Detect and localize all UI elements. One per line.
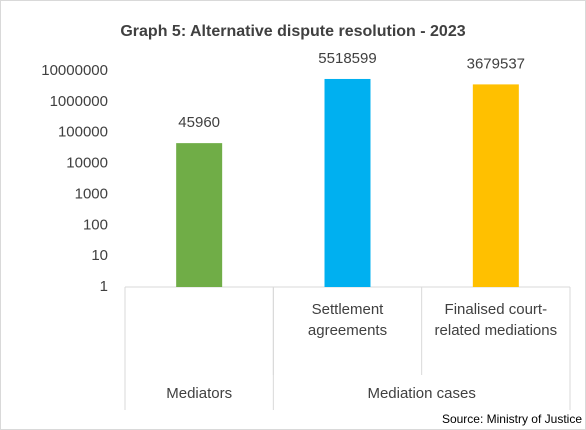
y-tick-label: 1000 xyxy=(75,185,108,202)
group-label: Mediators xyxy=(166,385,233,402)
value-label: 3679537 xyxy=(467,55,525,72)
y-tick-label: 10 xyxy=(91,247,108,264)
source: Source: Ministry of Justice xyxy=(442,412,582,426)
y-tick-label: 10000000 xyxy=(41,62,108,79)
y-tick-label: 100000 xyxy=(58,124,108,141)
y-tick-label: 1 xyxy=(100,278,108,295)
y-tick-label: 10000 xyxy=(66,155,108,172)
x-tick-label: Finalised court-related mediations xyxy=(434,301,558,339)
value-label: 5518599 xyxy=(318,50,376,67)
group-label: Mediation cases xyxy=(367,385,476,402)
y-tick-label: 100 xyxy=(83,216,108,233)
value-label: 45960 xyxy=(178,114,220,131)
x-tick-label: Settlement agreements xyxy=(307,301,388,339)
chart-title: Graph 5: Alternative dispute resolution … xyxy=(120,23,465,40)
bar xyxy=(472,84,519,288)
bar xyxy=(324,78,371,287)
bar xyxy=(176,143,223,287)
y-tick-label: 1000000 xyxy=(50,93,108,110)
